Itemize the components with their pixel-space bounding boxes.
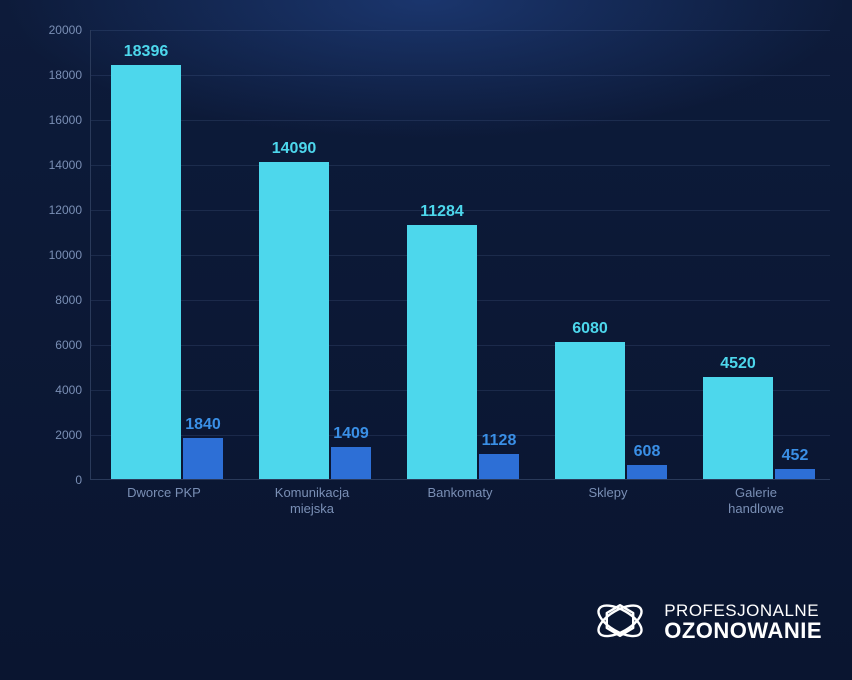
x-label: Bankomaty [386,485,534,501]
bar: 4520 [703,377,773,479]
bar-value-label: 452 [782,447,809,465]
bar-group: 4520452 [683,30,831,479]
bar-value-label: 4520 [720,355,756,373]
bar-value-label: 11284 [420,203,464,221]
bar-value-label: 6080 [572,320,608,338]
bar-value-label: 1840 [185,416,221,434]
y-axis: 0200040006000800010000120001400016000180… [30,30,90,480]
bar-value-label: 1409 [333,425,369,443]
bar: 1128 [479,454,519,479]
bar: 6080 [555,342,625,479]
bar-chart: 0 2000 4000 6000 8000 10000 12000 14000 16000 180… [30,30,830,530]
plot-area: 1839618401409014091128411286080608452045… [90,30,830,480]
hexagon-atom-icon [590,592,650,652]
bar: 18396 [111,65,181,479]
bar: 452 [775,469,815,479]
logo-text: PROFESJONALNE OZONOWANIE [664,602,822,643]
bar-value-label: 14090 [272,140,317,158]
y-tick: 8000 [55,293,82,307]
bar-group: 112841128 [387,30,535,479]
y-tick: 14000 [49,158,82,172]
x-label: Komunikacjamiejska [238,485,386,518]
y-tick: 12000 [49,203,82,217]
bar: 11284 [407,225,477,479]
y-tick: 20000 [49,23,82,37]
logo-line-2: OZONOWANIE [664,619,822,642]
y-tick: 4000 [55,383,82,397]
y-tick: 0 [75,473,82,487]
bar-group: 6080608 [535,30,683,479]
x-label: Galeriehandlowe [682,485,830,518]
brand-logo: PROFESJONALNE OZONOWANIE [590,592,822,652]
x-axis-labels: Dworce PKPKomunikacjamiejskaBankomatySkl… [90,485,830,535]
y-tick: 16000 [49,113,82,127]
y-tick: 6000 [55,338,82,352]
bar-value-label: 18396 [124,43,169,61]
bar-group: 140901409 [239,30,387,479]
bar-group: 183961840 [91,30,239,479]
bar: 608 [627,465,667,479]
bar: 14090 [259,162,329,479]
bar: 1409 [331,447,371,479]
x-label: Sklepy [534,485,682,501]
bar-value-label: 608 [634,443,661,461]
logo-line-1: PROFESJONALNE [664,602,822,620]
y-tick: 2000 [55,428,82,442]
bar-value-label: 1128 [482,432,517,450]
y-tick: 10000 [49,248,82,262]
y-tick: 18000 [49,68,82,82]
bar: 1840 [183,438,223,479]
x-label: Dworce PKP [90,485,238,501]
